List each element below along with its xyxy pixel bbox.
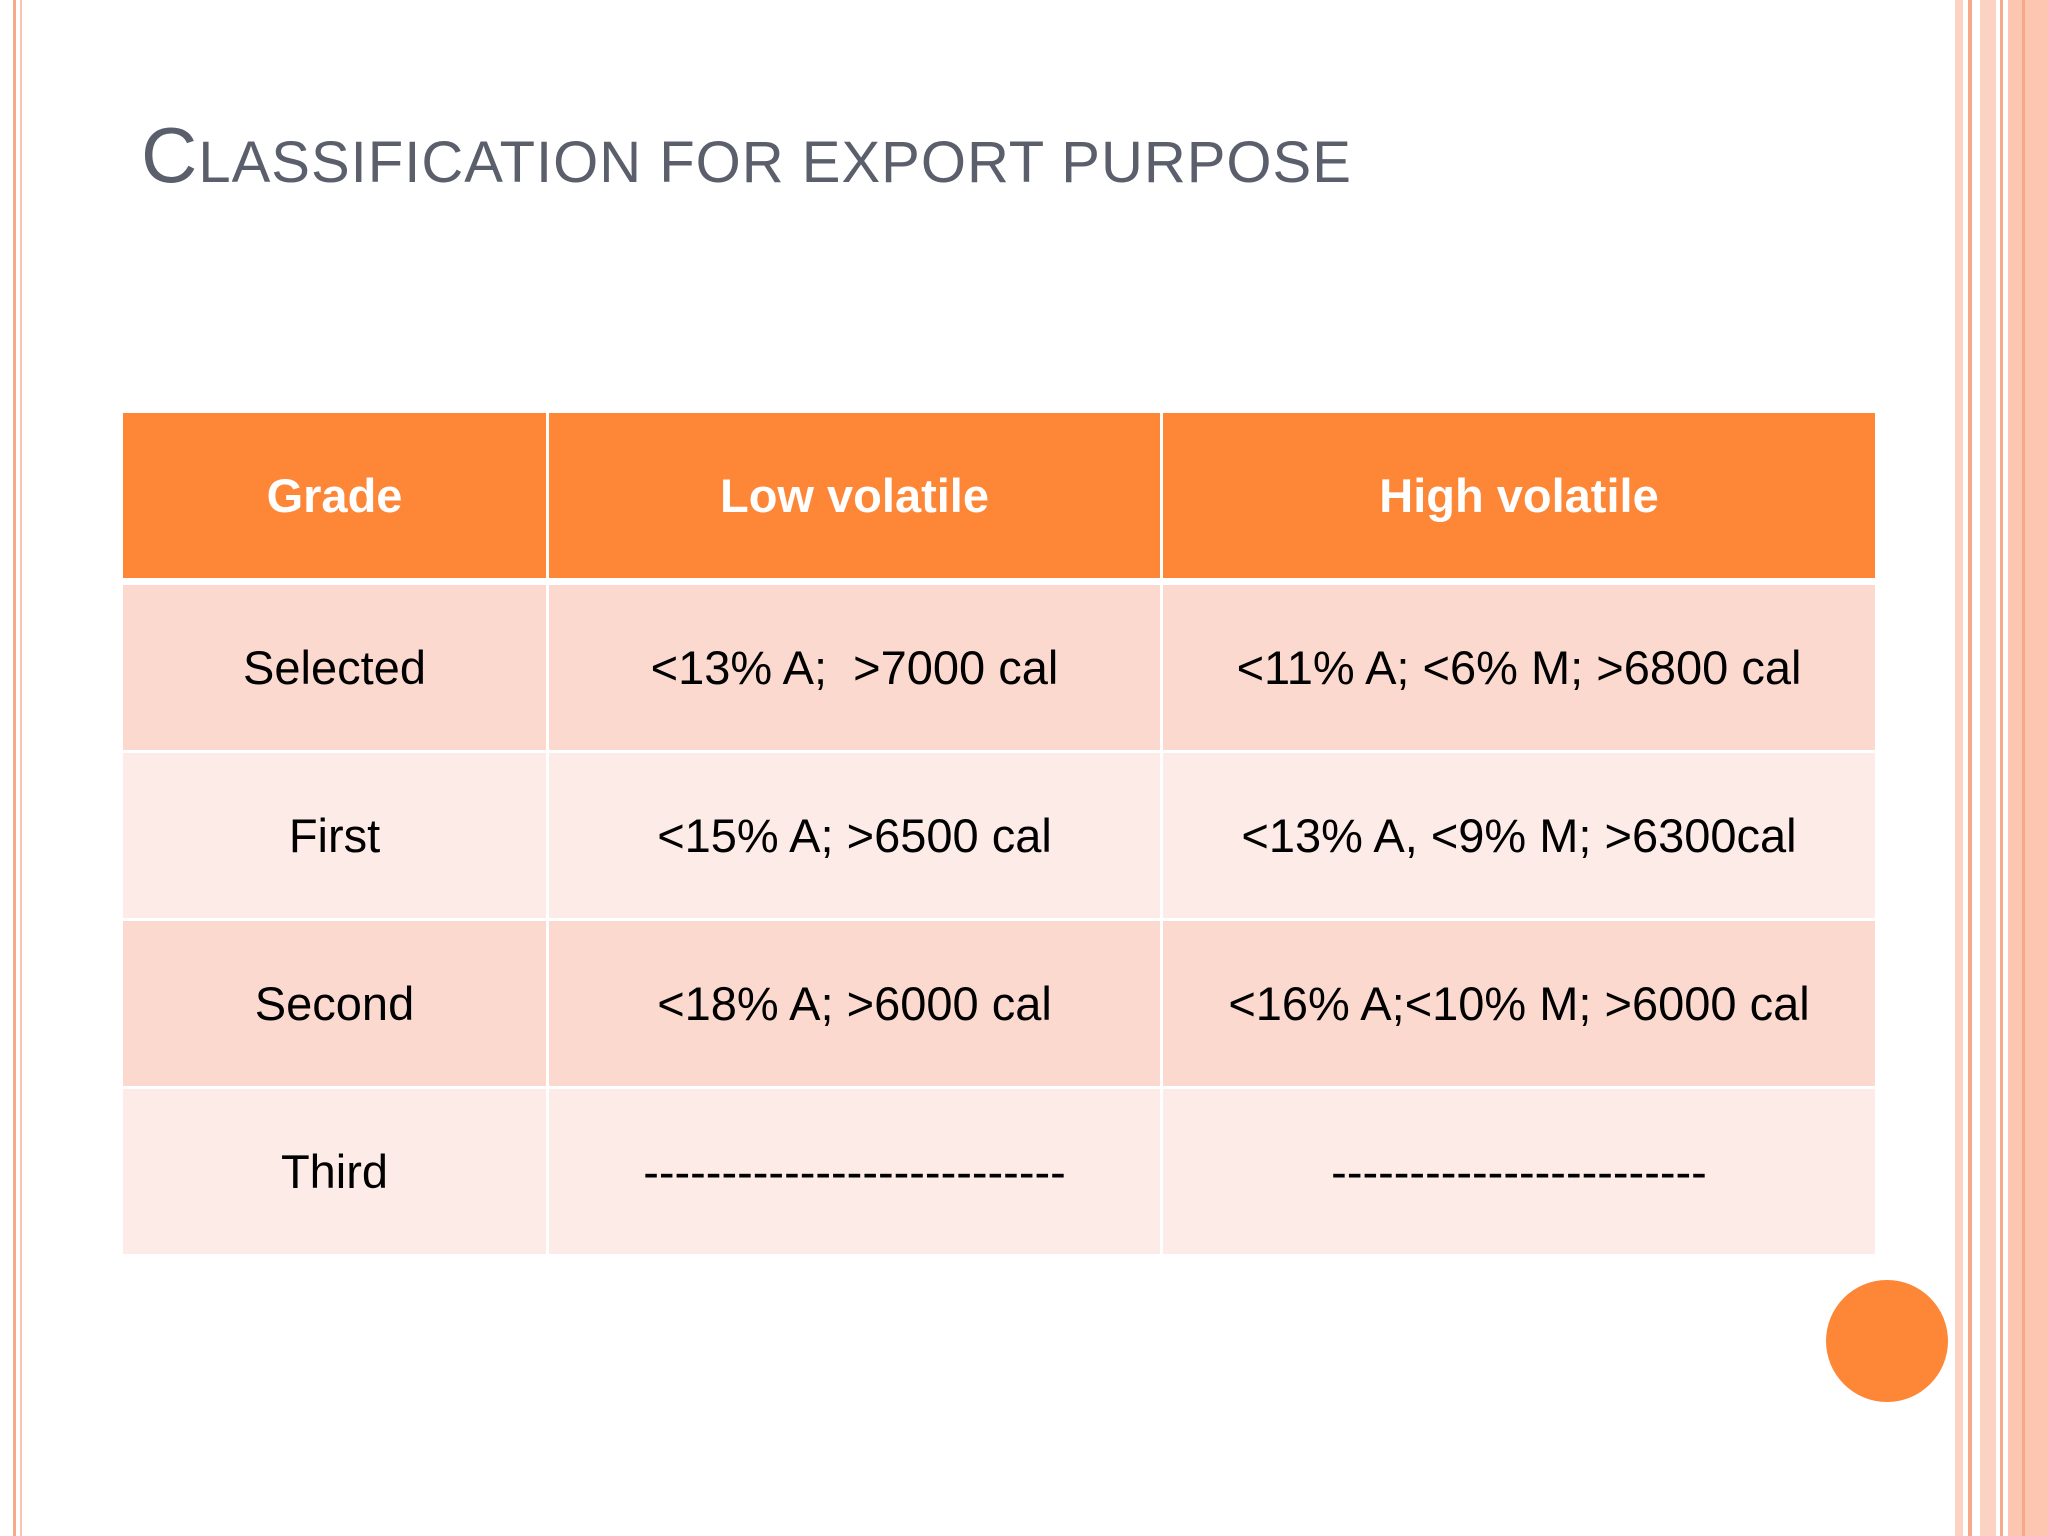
table-row: Second <18% A; >6000 cal <16% A;<10% M; >6… bbox=[120, 918, 1878, 1089]
table-row: First <15% A; >6500 cal <13% A, <9% M; >63… bbox=[120, 750, 1878, 921]
header-cell: High volatile bbox=[1160, 410, 1878, 585]
table-cell: First bbox=[120, 750, 549, 921]
table-cell: <13% A, <9% M; >6300cal bbox=[1160, 750, 1878, 921]
table-cell: Third bbox=[120, 1086, 549, 1257]
left-stripe-b bbox=[20, 0, 22, 1536]
table-cell: Second bbox=[120, 918, 549, 1089]
grade-table: Grade Low volatile High volatile Selected <… bbox=[120, 410, 1878, 1257]
right-stripe-a bbox=[1955, 0, 1963, 1536]
table-row: Selected <13% A; >7000 cal <11% A; <6% M; … bbox=[120, 580, 1878, 753]
left-stripe-a bbox=[13, 0, 16, 1536]
right-stripe-d bbox=[2000, 0, 2003, 1536]
orange-circle bbox=[1826, 1280, 1948, 1402]
table-cell: <16% A;<10% M; >6000 cal bbox=[1160, 918, 1878, 1089]
table-cell: --------------------------- bbox=[546, 1086, 1163, 1257]
table-cell: ------------------------ bbox=[1160, 1086, 1878, 1257]
right-stripe-e bbox=[2008, 0, 2048, 1536]
table-row: Third --------------------------- --------… bbox=[120, 1086, 1878, 1257]
table-cell: <15% A; >6500 cal bbox=[546, 750, 1163, 921]
slide-title: CLASSIFICATION FOR EXPORT PURPOSE bbox=[141, 111, 1352, 199]
right-stripe-f bbox=[2022, 0, 2025, 1536]
header-row: Grade Low volatile High volatile bbox=[120, 410, 1878, 585]
right-stripe-b bbox=[1968, 0, 1972, 1536]
table-cell: Selected bbox=[120, 580, 549, 753]
table-body: Selected <13% A; >7000 cal <11% A; <6% M; … bbox=[120, 580, 1878, 1257]
right-stripe-c bbox=[1980, 0, 1996, 1536]
table-cell: <18% A; >6000 cal bbox=[546, 918, 1163, 1089]
header-cell: Low volatile bbox=[546, 410, 1163, 585]
header-cell: Grade bbox=[120, 410, 549, 585]
table-cell: <11% A; <6% M; >6800 cal bbox=[1160, 580, 1878, 753]
table-cell: <13% A; >7000 cal bbox=[546, 580, 1163, 753]
